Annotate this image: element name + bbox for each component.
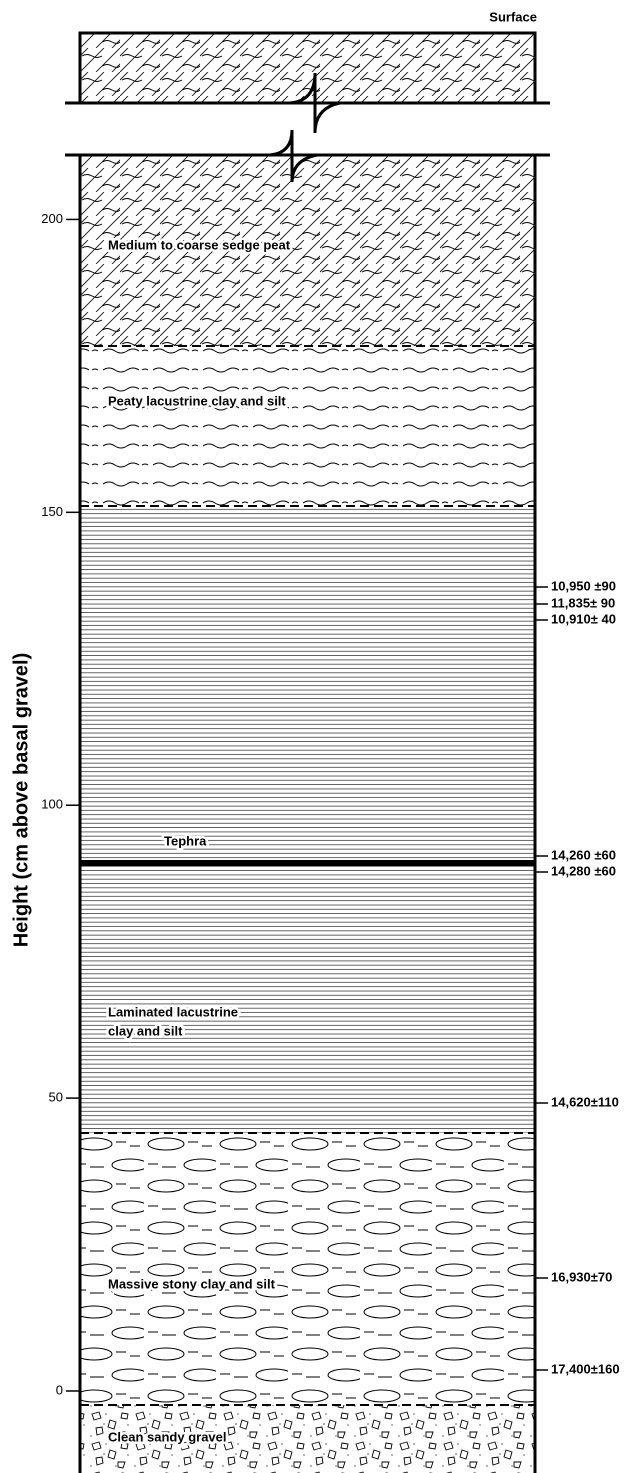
date-label: 14,260 ±60 xyxy=(551,847,616,862)
y-axis: 0 50 100 150 200 xyxy=(41,211,80,1397)
layer-label: Peaty lacustrine clay and silt xyxy=(108,393,286,408)
layer-label: Massive stony clay and silt xyxy=(108,1276,276,1291)
layer-label: Tephra xyxy=(164,833,207,848)
break-lines xyxy=(65,101,550,157)
layer-label: Clean sandy gravel xyxy=(108,1429,227,1444)
date-label: 10,910± 40 xyxy=(551,611,616,626)
date-label: 14,620±110 xyxy=(551,1094,619,1109)
gravel xyxy=(80,1405,535,1473)
contacts xyxy=(80,345,535,1406)
y-tick-label: 0 xyxy=(56,1382,63,1397)
layer-labels: Medium to coarse sedge peat Peaty lacustr… xyxy=(106,235,294,1447)
date-label: 17,400±160 xyxy=(551,1361,620,1376)
layer-label: clay and silt xyxy=(108,1023,183,1038)
axis-label: Height (cm above basal gravel) xyxy=(10,653,32,948)
break-mark xyxy=(269,72,341,183)
peaty-clay xyxy=(80,346,535,506)
date-label: 14,280 ±60 xyxy=(551,863,616,878)
surface-peat xyxy=(78,31,537,105)
date-label: 11,835± 90 xyxy=(551,595,615,610)
y-tick-label: 200 xyxy=(41,211,63,226)
layer-label: Medium to coarse sedge peat xyxy=(108,237,291,252)
column-sides xyxy=(78,155,537,1473)
stony-clay xyxy=(80,1133,535,1405)
date-label: 10,950 ±90 xyxy=(551,578,616,593)
date-label: 16,930±70 xyxy=(551,1269,612,1284)
y-tick-label: 100 xyxy=(41,797,63,812)
column xyxy=(65,31,550,1473)
y-tick-label: 50 xyxy=(49,1090,63,1105)
peat xyxy=(80,155,535,346)
layer-label: Laminated lacustrine xyxy=(108,1004,238,1019)
y-tick-label: 150 xyxy=(41,504,63,519)
surface-label: Surface xyxy=(489,9,537,24)
laminated-clay xyxy=(80,506,535,1133)
